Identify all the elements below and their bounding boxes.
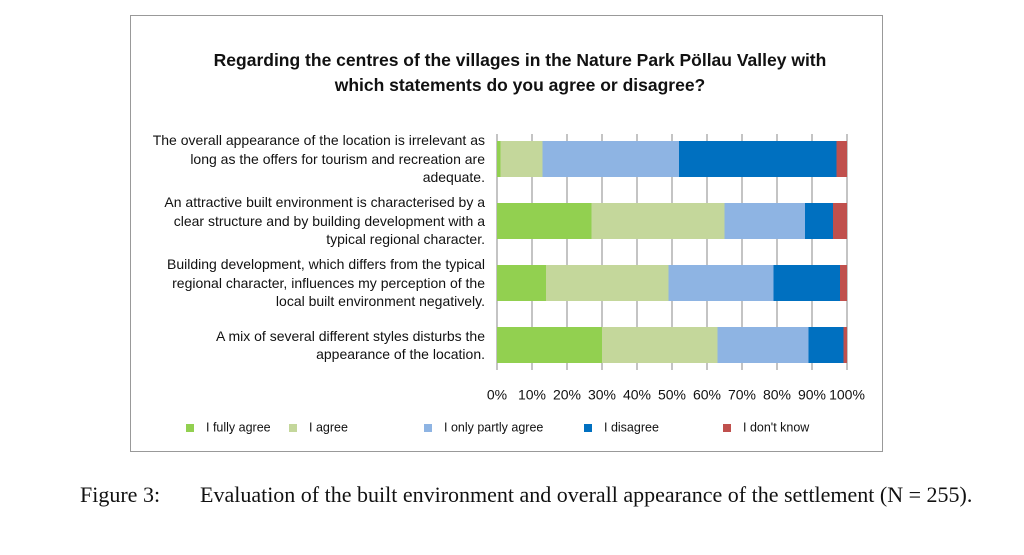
bar-segment — [836, 141, 847, 177]
legend-label: I don't know — [743, 420, 810, 434]
legend-swatch — [424, 424, 432, 432]
bar-segment — [679, 141, 837, 177]
bar-segment — [591, 203, 725, 239]
x-tick-label: 0% — [487, 387, 507, 403]
bar-segment — [833, 203, 847, 239]
caption: Figure 3: Evaluation of the built enviro… — [80, 480, 1000, 510]
bar-segment — [497, 141, 501, 177]
bar-segment — [843, 327, 847, 363]
bar-segment — [542, 141, 679, 177]
x-tick-label: 80% — [763, 387, 791, 403]
bar-segment — [724, 203, 805, 239]
x-tick-label: 50% — [658, 387, 686, 403]
legend-label: I agree — [309, 420, 348, 434]
x-tick-label: 40% — [623, 387, 651, 403]
x-tick-label: 100% — [829, 387, 865, 403]
category-label: A mix of several different styles distur… — [216, 327, 485, 363]
caption-label: Figure 3: — [80, 482, 161, 507]
bar-segment — [497, 203, 592, 239]
legend-label: I only partly agree — [444, 420, 543, 434]
x-tick-label: 30% — [588, 387, 616, 403]
bar-segment — [808, 327, 844, 363]
bar-segment — [805, 203, 833, 239]
bar-segment — [773, 265, 840, 301]
x-tick-label: 10% — [518, 387, 546, 403]
legend-swatch — [723, 424, 731, 432]
bar-segment — [717, 327, 809, 363]
legend-label: I disagree — [604, 420, 659, 434]
category-label: The overall appearance of the location i… — [152, 132, 485, 185]
bar-segment — [602, 327, 718, 363]
bar-segment — [546, 265, 669, 301]
legend-swatch — [186, 424, 194, 432]
legend-label: I fully agree — [206, 420, 271, 434]
x-tick-label: 70% — [728, 387, 756, 403]
bar-segment — [668, 265, 774, 301]
x-tick-label: 60% — [693, 387, 721, 403]
chart-title: Regarding the centres of the villages in… — [213, 50, 827, 95]
legend-swatch — [584, 424, 592, 432]
x-tick-label: 20% — [553, 387, 581, 403]
x-tick-label: 90% — [798, 387, 826, 403]
caption-text: Evaluation of the built environment and … — [200, 482, 973, 507]
bar-segment — [840, 265, 847, 301]
legend-swatch — [289, 424, 297, 432]
bar-segment — [500, 141, 543, 177]
category-label: Building development, which differs from… — [166, 256, 485, 309]
bar-segment — [497, 327, 602, 363]
category-label: An attractive built environment is chara… — [164, 194, 485, 247]
bar-segment — [497, 265, 546, 301]
